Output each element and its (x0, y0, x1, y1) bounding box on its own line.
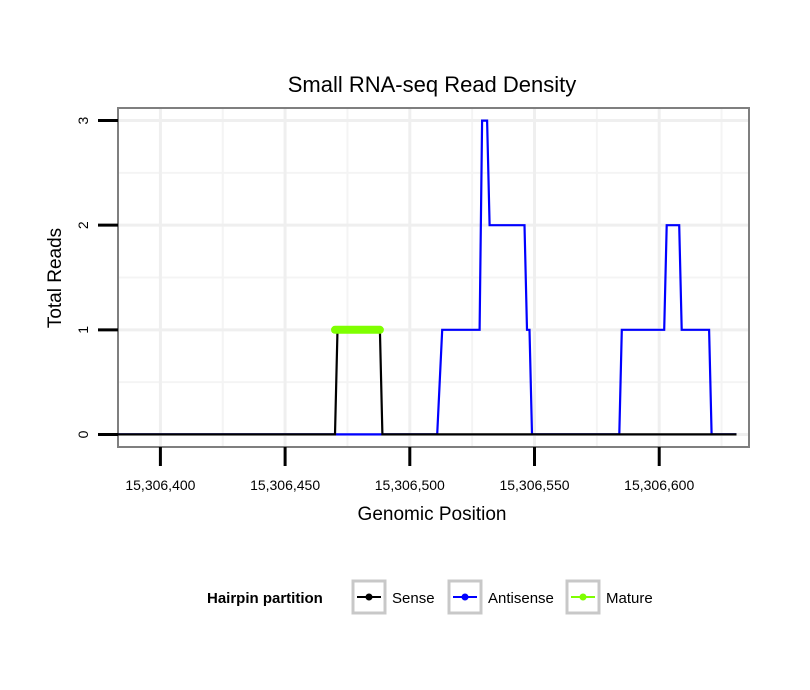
y-axis: 0 1 2 3 (75, 116, 118, 438)
x-axis: 15,306,400 15,306,450 15,306,500 15,306,550… (125, 447, 694, 493)
legend-label-antisense: Antisense (488, 590, 554, 607)
legend-label-mature: Mature (606, 590, 653, 607)
x-tick-label: 15,306,600 (624, 477, 694, 493)
y-tick-label: 2 (75, 221, 91, 229)
x-axis-title: Genomic Position (358, 504, 507, 525)
x-tick-label: 15,306,550 (499, 477, 569, 493)
series-layer (118, 119, 737, 436)
y-axis-title: Total Reads (45, 228, 66, 328)
grid (118, 108, 749, 447)
x-tick-label: 15,306,450 (250, 477, 320, 493)
legend-dot-sense (365, 593, 373, 601)
legend-item-mature: Mature (565, 579, 653, 615)
y-tick-label: 3 (75, 116, 91, 124)
chart-title: Small RNA-seq Read Density (288, 72, 577, 97)
legend-label-sense: Sense (392, 590, 435, 607)
legend-item-antisense: Antisense (447, 579, 554, 615)
x-tick-label: 15,306,500 (375, 477, 445, 493)
legend-dot-mature (579, 593, 587, 601)
legend-dot-antisense (461, 593, 469, 601)
legend: Hairpin partition Sense Antisense Mature (207, 579, 653, 615)
legend-title: Hairpin partition (207, 590, 323, 607)
y-tick-label: 0 (75, 430, 91, 438)
legend-item-sense: Sense (351, 579, 435, 615)
series-line-antisense (118, 119, 737, 436)
x-tick-label: 15,306,400 (125, 477, 195, 493)
y-tick-label: 1 (75, 326, 91, 334)
plot-panel-border (117, 107, 750, 448)
